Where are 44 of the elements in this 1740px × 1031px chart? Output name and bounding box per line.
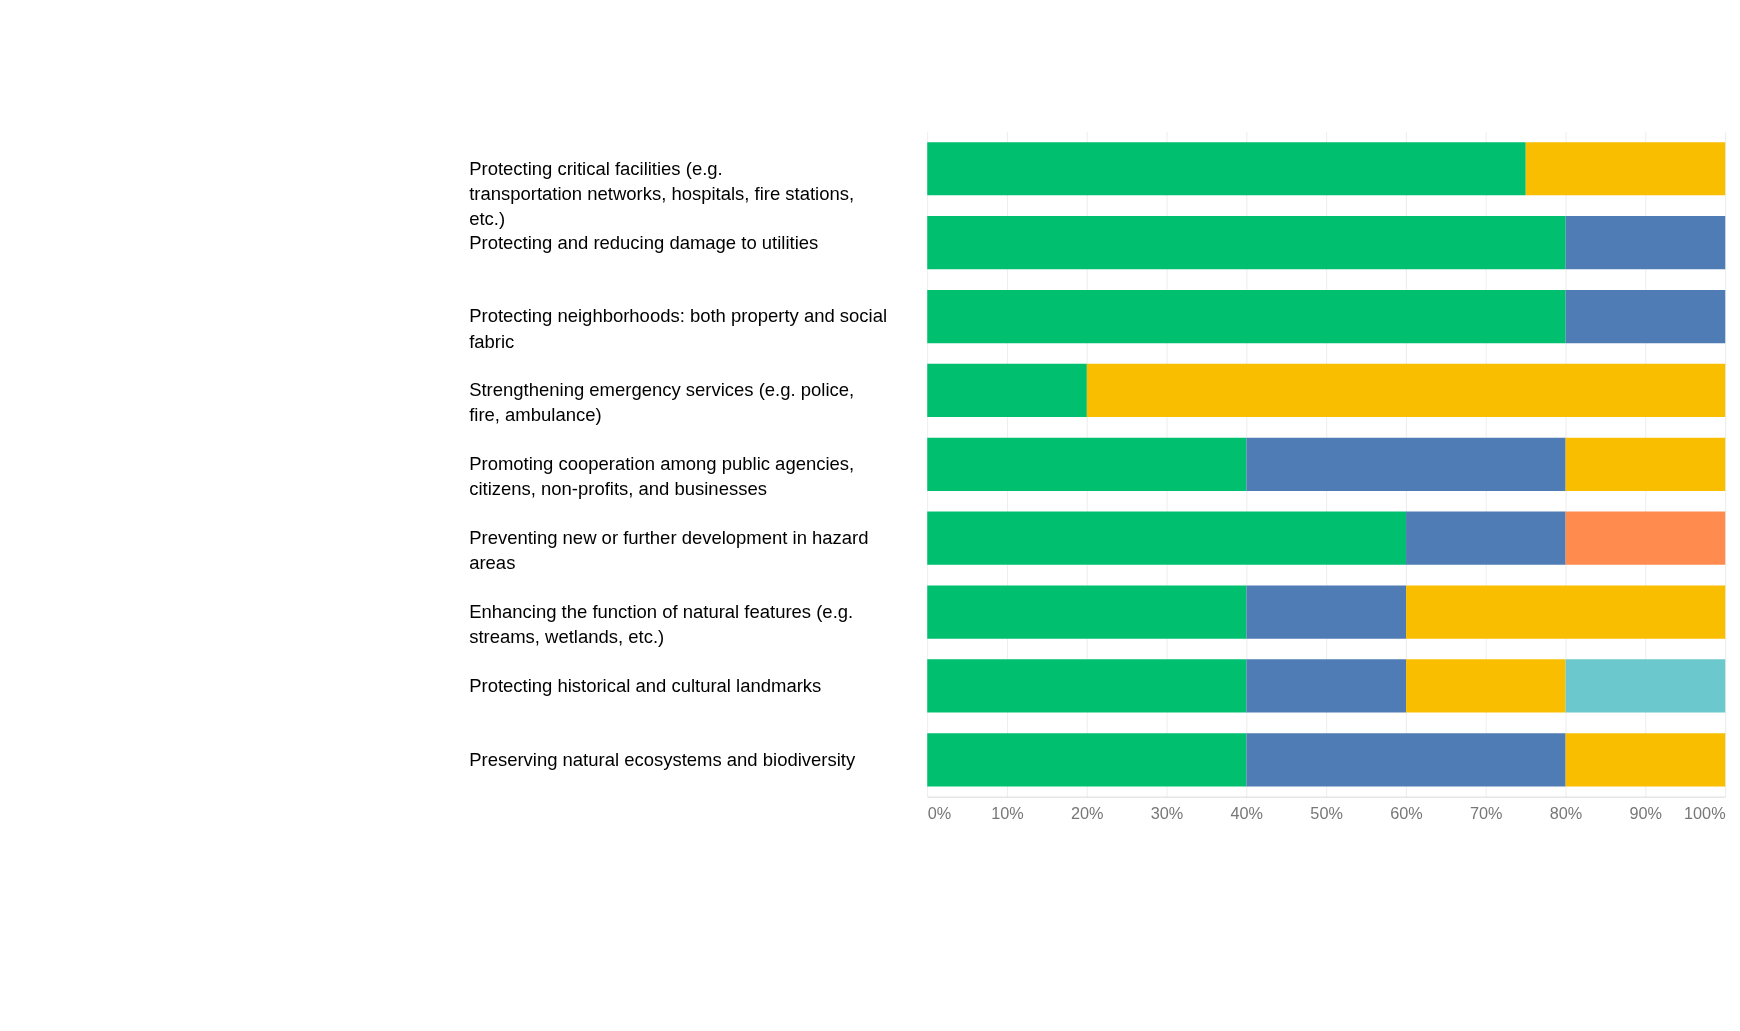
y-tick-label: Protecting and reducing damage to utilities xyxy=(469,231,819,253)
bar xyxy=(1565,659,1726,713)
x-tick-label: 80% xyxy=(1549,803,1583,822)
y-tick-label: Protecting historical and cultural landmarks xyxy=(469,674,822,696)
y-tick-label: Protecting neighborhoods: both property and social fabric xyxy=(469,305,888,352)
bar xyxy=(927,142,1526,196)
bar xyxy=(1565,733,1726,787)
bar xyxy=(1565,289,1726,344)
x-tick-label: 60% xyxy=(1390,803,1423,822)
bar xyxy=(927,733,1247,787)
bar xyxy=(1246,659,1407,713)
bar xyxy=(1086,363,1726,418)
x-tick-label: 20% xyxy=(1070,803,1104,822)
y-tick-label: Preserving natural ecosystems and biodiversity xyxy=(469,748,856,770)
bar xyxy=(1406,659,1566,713)
x-tick-label: 100% xyxy=(1684,803,1726,822)
bar xyxy=(1406,511,1566,565)
bar xyxy=(1565,511,1726,565)
bar xyxy=(1406,585,1726,639)
bar xyxy=(1525,142,1726,196)
bar xyxy=(927,437,1247,491)
bar xyxy=(1565,216,1726,270)
bar xyxy=(1565,437,1726,491)
x-tick-label: 90% xyxy=(1629,803,1663,822)
bar xyxy=(1246,437,1566,491)
x-tick-label: 50% xyxy=(1310,803,1343,822)
x-tick-label: 0% xyxy=(927,803,952,822)
y-tick-label: Enhancing the function of natural features (e.g. streams, wetlands, etc.) xyxy=(469,600,854,648)
bar xyxy=(927,659,1247,713)
x-tick-label: 70% xyxy=(1469,803,1503,822)
y-tick-label: Protecting critical facilities (e.g. transportation networks, hospitals, fire stations, etc.) xyxy=(469,157,855,229)
x-tick-label: 10% xyxy=(991,803,1024,822)
x-tick-label: 40% xyxy=(1230,803,1264,822)
y-tick-label: Preventing new or further development in hazard areas xyxy=(469,527,869,574)
bar xyxy=(927,585,1247,639)
x-tick-label: 30% xyxy=(1150,803,1184,822)
bar xyxy=(927,289,1566,344)
bar xyxy=(927,511,1407,565)
bar xyxy=(1246,733,1566,787)
bar xyxy=(1246,585,1407,639)
bar xyxy=(927,216,1566,270)
bar xyxy=(927,363,1087,418)
y-tick-label: Promoting cooperation among public agencies, citizens, non-profits, and businesses xyxy=(469,453,855,500)
y-tick-label: Strengthening emergency services (e.g. police, fire, ambulance) xyxy=(469,379,855,426)
